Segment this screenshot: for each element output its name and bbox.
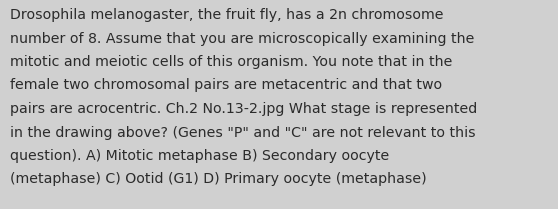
Text: in the drawing above? (Genes "P" and "C" are not relevant to this: in the drawing above? (Genes "P" and "C"…	[10, 125, 475, 139]
Text: mitotic and meiotic cells of this organism. You note that in the: mitotic and meiotic cells of this organi…	[10, 55, 453, 69]
Text: number of 8. Assume that you are microscopically examining the: number of 8. Assume that you are microsc…	[10, 32, 474, 46]
Text: Drosophila melanogaster, the fruit fly, has a 2n chromosome: Drosophila melanogaster, the fruit fly, …	[10, 8, 444, 22]
Text: question). A) Mitotic metaphase B) Secondary oocyte: question). A) Mitotic metaphase B) Secon…	[10, 149, 389, 163]
Text: (metaphase) C) Ootid (G1) D) Primary oocyte (metaphase): (metaphase) C) Ootid (G1) D) Primary ooc…	[10, 172, 427, 186]
Text: female two chromosomal pairs are metacentric and that two: female two chromosomal pairs are metacen…	[10, 79, 442, 93]
Text: pairs are acrocentric. Ch.2 No.13-2.jpg What stage is represented: pairs are acrocentric. Ch.2 No.13-2.jpg …	[10, 102, 477, 116]
